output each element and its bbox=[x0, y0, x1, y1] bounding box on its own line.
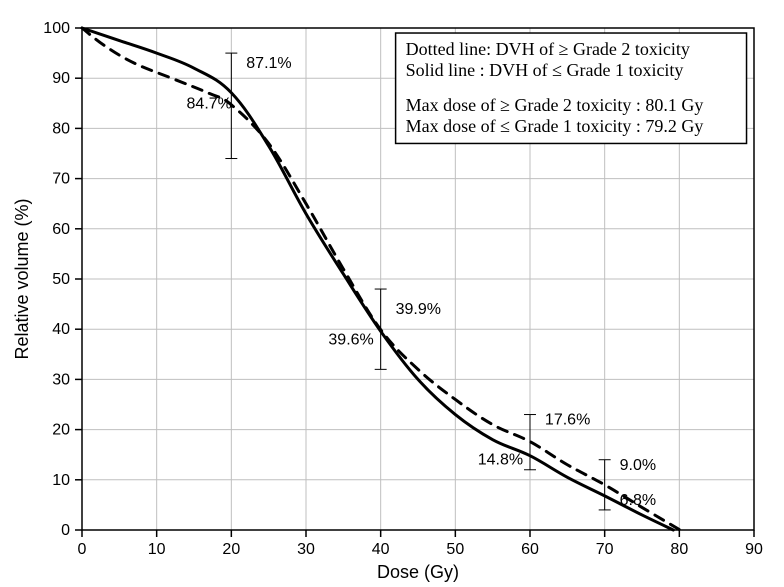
value-callout: 39.9% bbox=[396, 301, 441, 318]
y-tick-label: 90 bbox=[52, 70, 70, 87]
x-tick-label: 30 bbox=[297, 541, 315, 558]
value-callout: 17.6% bbox=[545, 412, 590, 429]
x-tick-label: 70 bbox=[596, 541, 614, 558]
y-tick-label: 40 bbox=[52, 321, 70, 338]
x-tick-label: 40 bbox=[372, 541, 390, 558]
chart-svg: 0 10 20 30 40 50 60 70 80 90 0 10 20 30 40 50 60 70 80 90 10… bbox=[0, 0, 784, 587]
legend-line: Max dose of ≤ Grade 1 toxicity : 79.2 Gy bbox=[406, 116, 704, 136]
legend-line: Solid line : DVH of ≤ Grade 1 toxicity bbox=[406, 60, 684, 80]
y-tick-label: 60 bbox=[52, 221, 70, 238]
x-tick-label: 20 bbox=[222, 541, 240, 558]
x-tick-label: 50 bbox=[446, 541, 464, 558]
y-tick-label: 70 bbox=[52, 171, 70, 188]
y-tick-label: 80 bbox=[52, 120, 70, 137]
legend-line: Dotted line: DVH of ≥ Grade 2 toxicity bbox=[406, 39, 690, 59]
value-callout: 14.8% bbox=[478, 452, 523, 469]
y-axis-title: Relative volume (%) bbox=[12, 198, 32, 359]
dvh-chart: 0 10 20 30 40 50 60 70 80 90 0 10 20 30 40 50 60 70 80 90 10… bbox=[0, 0, 784, 587]
x-tick-label: 60 bbox=[521, 541, 539, 558]
value-callout: 84.7% bbox=[187, 95, 232, 112]
x-axis-title: Dose (Gy) bbox=[377, 562, 459, 582]
x-tick-label: 10 bbox=[148, 541, 166, 558]
value-callout: 87.1% bbox=[246, 55, 291, 72]
y-tick-label: 10 bbox=[52, 472, 70, 489]
y-tick-label: 0 bbox=[61, 522, 70, 539]
x-tick-label: 80 bbox=[670, 541, 688, 558]
y-tick-label: 20 bbox=[52, 422, 70, 439]
y-tick-label: 30 bbox=[52, 371, 70, 388]
x-tick-label: 90 bbox=[745, 541, 763, 558]
y-tick-label: 50 bbox=[52, 271, 70, 288]
y-tick-label: 100 bbox=[43, 20, 70, 37]
legend-line: Max dose of ≥ Grade 2 toxicity : 80.1 Gy bbox=[406, 95, 704, 115]
value-callout: 9.0% bbox=[620, 457, 656, 474]
x-tick-label: 0 bbox=[78, 541, 87, 558]
value-callout: 39.6% bbox=[328, 331, 373, 348]
value-callout: 6.8% bbox=[620, 492, 656, 509]
